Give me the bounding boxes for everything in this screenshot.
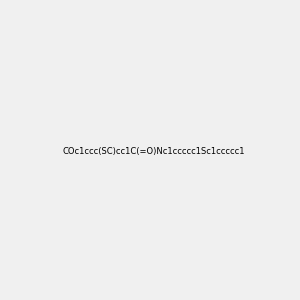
- Text: COc1ccc(SC)cc1C(=O)Nc1ccccc1Sc1ccccc1: COc1ccc(SC)cc1C(=O)Nc1ccccc1Sc1ccccc1: [62, 147, 245, 156]
